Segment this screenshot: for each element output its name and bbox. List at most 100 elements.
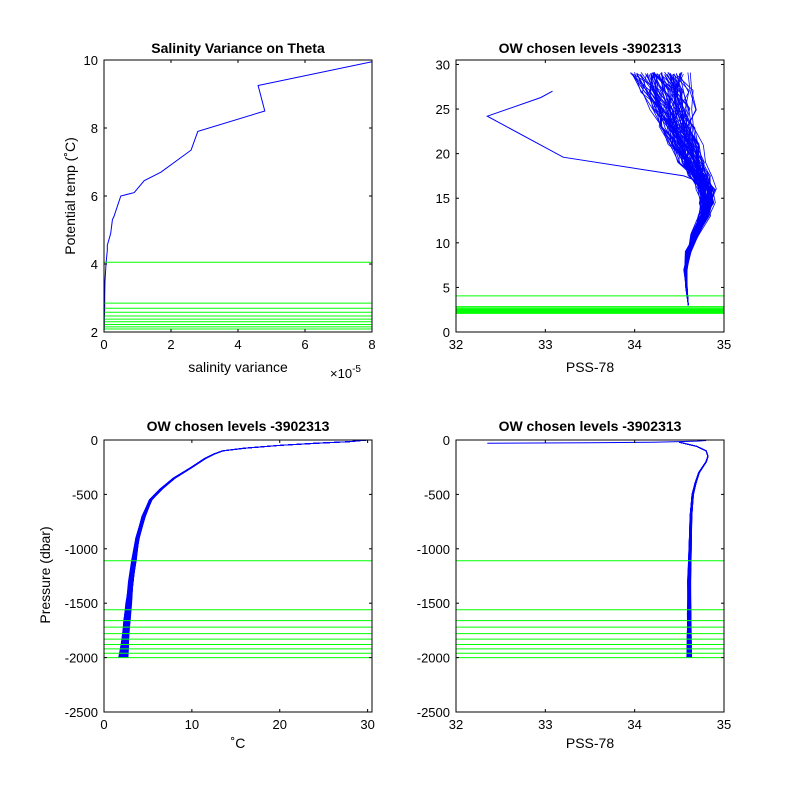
profile-line (679, 441, 709, 658)
profile-line (122, 440, 368, 658)
profile-line (121, 440, 368, 658)
y-tick-label: 15 (436, 191, 450, 206)
profile-line (679, 441, 709, 658)
profile-line (124, 440, 368, 658)
y-tick-label: 0 (443, 433, 450, 448)
profile-line (125, 440, 368, 658)
profile-line (679, 441, 709, 658)
profile-line (125, 440, 368, 658)
y-tick-label: -2000 (65, 651, 98, 666)
profile-line (123, 440, 368, 658)
x-tick-label: 34 (627, 337, 641, 352)
profile-line (679, 441, 709, 658)
profile-line (679, 441, 709, 658)
profile-line (122, 440, 368, 658)
profile-line (679, 441, 709, 658)
axes-box (103, 59, 373, 333)
profile-line (118, 440, 368, 658)
y-tick-label: 2 (91, 325, 98, 340)
profile-line (679, 441, 709, 658)
profile-line (679, 441, 709, 658)
series-line (104, 61, 372, 331)
x-tick-label: 32 (449, 717, 463, 732)
profile-line (122, 440, 368, 658)
profile-line (679, 441, 709, 658)
y-tick-label: 30 (436, 57, 450, 72)
profile-line (679, 441, 709, 658)
profile-line (679, 441, 709, 658)
y-tick-label: 0 (443, 325, 450, 340)
x-tick-label: 0 (100, 717, 107, 732)
profile-line (640, 72, 705, 306)
y-tick-label: -500 (72, 487, 98, 502)
x-tick-label: 8 (368, 337, 375, 352)
y-axis-label: Potential temp (˚C) (62, 137, 78, 254)
chart-title: Salinity Variance on Theta (151, 40, 325, 56)
profile-line (124, 440, 368, 658)
profile-line (122, 440, 368, 658)
profile-line (124, 440, 368, 658)
y-tick-label: -1500 (417, 596, 450, 611)
profile-line (679, 441, 709, 658)
profile-line (679, 441, 709, 658)
y-tick-label: 10 (436, 236, 450, 251)
profile-line (121, 440, 368, 658)
profile-line (123, 440, 368, 658)
profile-line (121, 440, 368, 658)
y-axis-label: Pressure (dbar) (37, 526, 53, 623)
profile-line (679, 441, 709, 658)
axes-box (455, 439, 725, 713)
x-exponent-value: -5 (352, 364, 361, 375)
profile-line (120, 440, 368, 658)
profile-line (124, 440, 368, 658)
x-tick-label: 32 (449, 337, 463, 352)
data-layer (104, 61, 372, 331)
profile-line (679, 441, 709, 658)
x-tick-label: 35 (717, 717, 731, 732)
profile-line (679, 441, 709, 658)
profile-line (679, 441, 709, 658)
profile-line (123, 440, 368, 658)
x-tick-label: 34 (627, 717, 641, 732)
profile-line (679, 441, 709, 658)
profile-line (679, 441, 709, 658)
chart-title: OW chosen levels -3902313 (499, 418, 682, 434)
chart-title: OW chosen levels -3902313 (147, 418, 330, 434)
axes-box (103, 439, 373, 713)
profile-line (121, 440, 368, 658)
profile-line (679, 441, 709, 658)
profile-line (123, 440, 368, 658)
y-tick-label: 6 (91, 189, 98, 204)
series-line (487, 440, 707, 444)
y-tick-label: 5 (443, 280, 450, 295)
profile-line (119, 440, 368, 658)
profile-line (679, 441, 709, 658)
data-layer (104, 440, 372, 659)
profile-line (679, 441, 709, 658)
profile-line (679, 441, 709, 658)
profile-line (679, 441, 709, 658)
profile-line (679, 441, 709, 658)
y-tick-label: 25 (436, 102, 450, 117)
profile-line (122, 440, 368, 658)
profile-line (679, 441, 709, 658)
profile-line (120, 440, 368, 658)
profile-line (125, 440, 368, 658)
profile-line (679, 441, 709, 658)
profile-line (679, 441, 709, 658)
profile-line (679, 441, 709, 658)
axes-box (455, 59, 725, 333)
profile-line (679, 441, 709, 658)
profile-line (120, 440, 368, 658)
x-tick-label: 2 (167, 337, 174, 352)
profile-line (118, 440, 368, 658)
profile-line (679, 441, 709, 658)
profile-line (124, 440, 368, 658)
chart-ow-levels-temp-pressure: OW chosen levels -3902313 0 10 20 30 -2500 -2… (37, 418, 375, 751)
profile-line (121, 440, 368, 658)
x-tick-label: 10 (185, 717, 199, 732)
plot-area: 0 10 20 30 -2500 -2000 -1500 -1000 -500 0 (65, 433, 375, 732)
profile-line (126, 440, 368, 658)
